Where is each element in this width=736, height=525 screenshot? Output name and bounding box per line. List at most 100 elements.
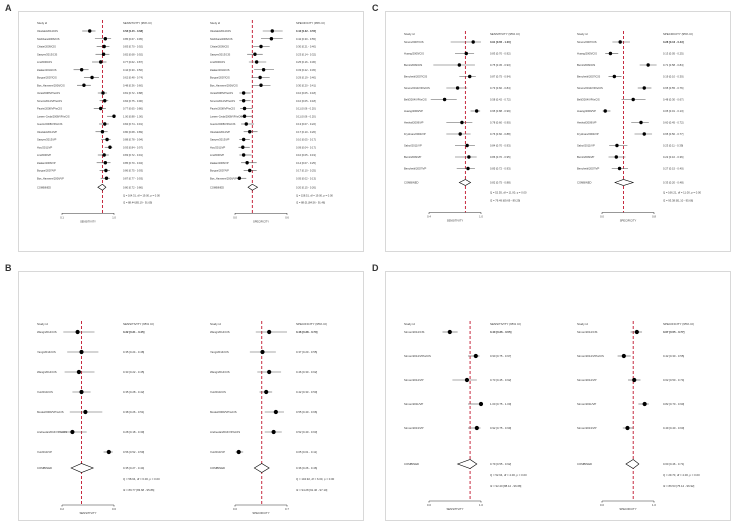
study-ci-value: 0.86 [0.75 - 0.93] bbox=[123, 169, 143, 173]
x-tick-label: 1.0 bbox=[479, 503, 483, 507]
study-id-header: Study id bbox=[404, 32, 415, 36]
study-point bbox=[108, 145, 112, 149]
heterogeneity-q-stat: Q = 104.92, df = 6.00, p = 0.00 bbox=[296, 477, 335, 481]
combined-label: COMBINED bbox=[577, 462, 592, 466]
study-id-header: Study id bbox=[210, 21, 221, 25]
study-ci-value: 0.05 [0.01 - 0.11] bbox=[296, 450, 317, 454]
x-axis-title: SPECIFICITY bbox=[620, 219, 637, 223]
forest-sensitivity-subplot: Study id SENSITIVITY (95% CI) Wang/2014/CI… bbox=[37, 321, 160, 515]
study-ci-value: 0.49 [0.40 - 0.60] bbox=[663, 426, 684, 430]
forest-specificity-subplot: Study id SPECIFICITY (95% CI) Wang/2014/CI… bbox=[210, 321, 335, 515]
study-label: Huang/2009/CIS bbox=[577, 52, 597, 56]
pooled-diamond bbox=[97, 183, 107, 191]
x-axis-title: SENSITIVITY bbox=[80, 219, 96, 223]
study-label: Nishihara/2006/CIS bbox=[210, 37, 233, 41]
study-ci-value: 0.32 [0.21 - 0.45] bbox=[123, 330, 145, 334]
study-ci-value: 0.38 [0.26 - 0.51] bbox=[123, 410, 144, 414]
study-ci-value: 0.85 [0.72 - 0.93] bbox=[490, 167, 511, 171]
pooled-diamond bbox=[625, 459, 640, 469]
study-ci-value: 0.13 [0.05 - 0.25] bbox=[663, 52, 684, 56]
study-label: Yang/2014/CIS bbox=[37, 350, 56, 354]
study-ci-value: 0.82 [0.70 - 0.90] bbox=[663, 402, 684, 406]
forest-plot-panel-a: Study id SENSITIVITY (95% CI) Okazaki/2014… bbox=[18, 11, 364, 252]
pooled-ci-value: 0.60 [0.46 - 0.71] bbox=[663, 462, 684, 466]
study-id-header: Study id bbox=[404, 322, 415, 326]
x-axis-title: SENSITIVITY bbox=[79, 511, 96, 515]
study-label: Benchetti/2007/CIS bbox=[577, 75, 600, 79]
study-label: Okazaki/2014/CIS bbox=[37, 29, 58, 33]
pooled-ci-value: 0.20 [0.15 - 0.26] bbox=[296, 185, 316, 189]
study-point bbox=[603, 109, 607, 113]
study-label: Xu/2014/VP bbox=[210, 450, 225, 454]
combined-label: COMBINED bbox=[577, 181, 592, 185]
study-ci-value: 0.35 [0.28 - 0.42] bbox=[123, 390, 144, 394]
study-point bbox=[612, 74, 617, 79]
heterogeneity-q-stat: Q = 164.31, df = 19.00, p = 0.00 bbox=[123, 193, 160, 197]
study-point bbox=[261, 68, 266, 72]
study-ci-value: 0.10 [0.05 - 0.18] bbox=[296, 99, 316, 103]
study-point bbox=[70, 429, 75, 435]
study-point bbox=[99, 60, 103, 64]
study-ci-value: 0.33 [0.22 - 0.45] bbox=[123, 370, 144, 374]
study-label: Frydman/2004/VP bbox=[577, 132, 599, 136]
study-point bbox=[105, 137, 109, 142]
study-point bbox=[455, 86, 460, 90]
study-ci-value: 0.92 [0.75 - 0.99] bbox=[490, 426, 511, 430]
study-point bbox=[465, 143, 469, 148]
study-point bbox=[102, 153, 106, 157]
x-tick-label: 1.0 bbox=[112, 215, 116, 219]
panel-label-b: B bbox=[5, 263, 12, 273]
study-point bbox=[639, 120, 643, 125]
study-point bbox=[632, 377, 637, 383]
forest-sensitivity-subplot: Study id SENSITIVITY (95% CI) Simon/2007/C… bbox=[404, 31, 527, 223]
sensitivity-ci-header: SENSITIVITY (95% CI) bbox=[490, 32, 520, 36]
combined-label: COMBINED bbox=[404, 462, 419, 466]
x-axis-title: SENSITIVITY bbox=[446, 507, 463, 511]
study-label: Simon/2007/CIS bbox=[404, 40, 424, 44]
study-point bbox=[631, 97, 635, 102]
study-label: Lin/2006/VP bbox=[210, 153, 224, 157]
study-point bbox=[112, 114, 116, 118]
study-ci-value: 0.05 [0.01 - 0.13] bbox=[663, 109, 684, 113]
study-ci-value: 0.87 [0.77 - 0.93] bbox=[123, 176, 143, 180]
sensitivity-ci-header: SENSITIVITY (95% CI) bbox=[123, 21, 152, 25]
study-point bbox=[474, 109, 479, 113]
study-point bbox=[259, 83, 263, 87]
study-label: Wang/2014/CIS bbox=[210, 330, 230, 334]
study-point bbox=[464, 51, 468, 56]
study-label: Larsen-Ceda/2008/VP/wCIS bbox=[37, 114, 70, 118]
study-ci-value: 0.58 [0.42 - 0.72] bbox=[490, 98, 511, 102]
pooled-ci-value: 0.35 [0.27 - 0.44] bbox=[123, 466, 144, 470]
study-ci-value: 0.43 [0.32 - 0.55] bbox=[296, 29, 316, 33]
forest-sensitivity-subplot: Study id SENSITIVITY (95% CI) Simon/2014/C… bbox=[404, 321, 527, 511]
study-label: Wang/2014/CIS bbox=[37, 370, 57, 374]
combined-label: COMBINED bbox=[404, 181, 419, 185]
x-tick-label: 0.2 bbox=[60, 507, 64, 511]
study-label: Simon/2007/CIS bbox=[577, 40, 597, 44]
study-point bbox=[260, 349, 265, 355]
specificity-ci-header: SPECIFICITY (95% CI) bbox=[296, 21, 325, 25]
study-ci-value: 0.86 [0.70 - 0.95] bbox=[490, 155, 511, 159]
forest-plot-panel-b: Study id SENSITIVITY (95% CI) Wang/2014/CI… bbox=[18, 271, 364, 521]
study-id-header: Study id bbox=[577, 322, 588, 326]
study-ci-value: 0.10 [0.05 - 0.17] bbox=[296, 138, 316, 142]
heterogeneity-q-stat: Q = 158.51, df = 19.00, p = 0.00 bbox=[296, 193, 333, 197]
study-label: Bos_Hanssen/2006/CIS bbox=[37, 83, 65, 87]
forest-specificity-subplot: Study id SPECIFICITY (95% CI) Okazaki/2014… bbox=[210, 20, 333, 223]
study-ci-value: 0.05 [0.02 - 0.13] bbox=[296, 176, 316, 180]
study-point bbox=[458, 132, 462, 136]
study-ci-value: 0.67 [0.55 - 0.77] bbox=[663, 330, 685, 334]
study-ci-value: 1.00 [0.88 - 1.00] bbox=[123, 114, 143, 118]
panel-label-d: D bbox=[372, 263, 379, 273]
study-id-header: Study id bbox=[210, 322, 221, 326]
study-label: Benchetti/2007/VP bbox=[577, 167, 599, 171]
study-point bbox=[270, 29, 274, 33]
x-axis-title: SPECIFICITY bbox=[619, 507, 636, 511]
study-point bbox=[101, 91, 105, 95]
study-point bbox=[241, 153, 246, 157]
heterogeneity-i2-stat: I2 = 86.53 [75.14 - 96.92] bbox=[663, 484, 695, 488]
study-label: Burni/2009/CIS bbox=[404, 63, 422, 67]
x-axis-title: SPECIFICITY bbox=[253, 219, 269, 223]
study-point bbox=[253, 52, 257, 56]
study-point bbox=[106, 449, 111, 455]
